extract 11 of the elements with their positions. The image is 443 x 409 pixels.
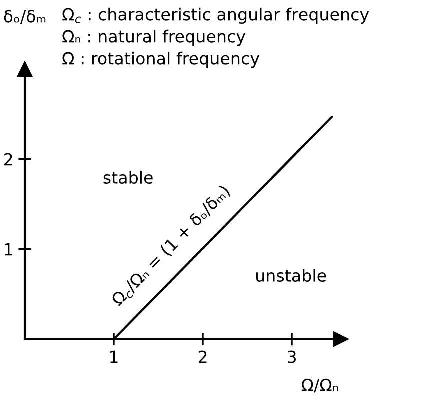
annotation: Ω$_{c}$/Ωₙ = (1 + δₒ/δₘ) [110, 184, 233, 308]
x-tick-label: 2 [198, 350, 207, 364]
annotation: stable [104, 171, 153, 184]
y-axis-title: δₒ/δₘ [4, 10, 46, 24]
annotation: unstable [256, 269, 326, 282]
x-tick-label: 3 [288, 350, 296, 364]
text: Ω : rotational frequency [62, 52, 260, 68]
x-tick-label: 1 [110, 350, 118, 364]
text: Ω$_{c}$ : characteristic angular frequency [62, 8, 370, 24]
text: Ωₙ : natural frequency [62, 30, 246, 46]
x-axis-title: Ω/Ωₙ [302, 378, 338, 393]
